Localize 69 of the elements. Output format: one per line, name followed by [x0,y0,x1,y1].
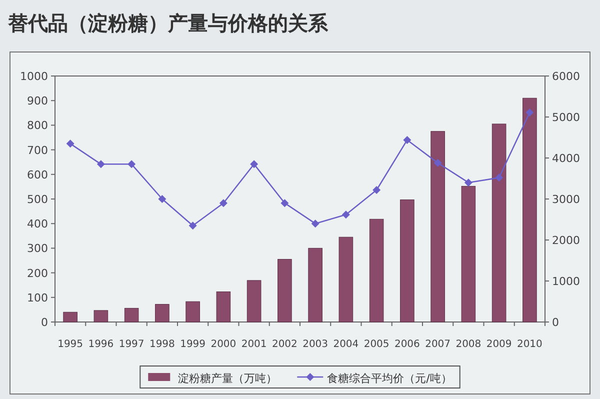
x-tick-label: 2003 [302,339,328,350]
y2-tick-label: 0 [552,316,559,329]
y-tick-label: 800 [27,119,48,132]
bar [461,186,476,322]
y2-tick-label: 4000 [552,152,580,165]
x-tick-label: 2001 [241,339,267,350]
bar [338,236,354,322]
point [495,174,504,182]
point [464,178,472,187]
x-tick-label: 2009 [486,339,512,350]
y-tick-label: 500 [27,193,48,206]
point [526,108,534,116]
legend-label: 食糖综合平均价（元/吨） [327,372,452,385]
x-tick-label: 2010 [516,339,542,350]
y-tick-label: 400 [27,218,48,231]
x-tick-label: 2006 [394,339,420,350]
bar [94,310,108,322]
bar [63,312,78,322]
x-tick-label: 2002 [272,339,298,350]
point [342,210,350,219]
legend-label: 淀粉糖产量（万吨） [178,372,278,385]
point [219,199,228,208]
point [280,199,289,208]
y2-tick-label: 6000 [552,70,580,83]
point [66,140,74,148]
y-tick-label: 0 [41,316,48,329]
x-tick-label: 1999 [180,339,206,350]
point [250,160,258,168]
y2-tick-label: 2000 [552,234,580,247]
bar [246,280,262,322]
point [158,195,166,203]
bar [492,124,506,322]
x-tick-label: 2000 [210,339,236,350]
bar [369,218,384,322]
bar [124,308,139,322]
x-tick-label: 2007 [425,339,451,350]
x-tick-label: 1997 [118,339,144,350]
y-tick-label: 100 [27,291,48,304]
y-tick-label: 900 [27,94,48,108]
bar [430,131,445,322]
y2-tick-label: 5000 [552,111,580,124]
bar [278,259,292,322]
point [311,220,320,228]
bar [522,98,537,322]
x-tick-label: 2005 [364,339,390,350]
y2-tick-label: 1000 [552,275,580,288]
point [434,158,442,167]
chart-title: 替代品（淀粉糖）产量与价格的关系 [7,11,329,35]
bar [155,304,170,322]
bar [308,248,322,322]
point [188,222,197,230]
bar [400,199,414,322]
y2-tick-label: 3000 [552,193,580,206]
bar [186,301,200,322]
x-tick-label: 2004 [333,339,359,350]
y-tick-label: 300 [27,242,48,256]
x-tick-label: 1998 [149,339,175,350]
y-tick-label: 700 [27,144,48,157]
point [128,160,136,168]
y-tick-label: 200 [27,266,48,280]
y-tick-label: 600 [27,168,48,182]
point [96,160,105,168]
point [372,186,381,194]
x-tick-label: 1996 [88,339,114,350]
x-tick-label: 1995 [58,339,84,350]
x-tick-label: 2008 [456,339,482,350]
y-tick-label: 1000 [20,70,48,83]
bar [216,291,231,322]
point [403,136,412,144]
